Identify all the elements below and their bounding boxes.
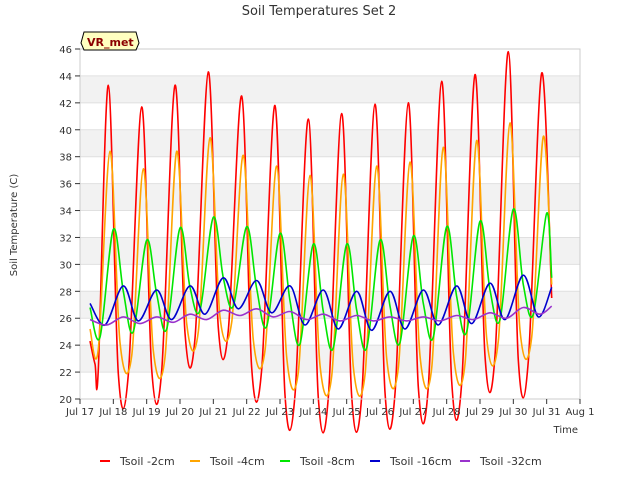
- y-tick-label: 46: [59, 45, 72, 56]
- y-tick-label: 34: [59, 207, 72, 218]
- y-tick-label: 24: [59, 341, 72, 352]
- plot-band: [80, 75, 580, 103]
- x-tick-label: Jul 27: [398, 407, 427, 418]
- y-tick-label: 30: [59, 260, 72, 271]
- x-tick-label: Jul 17: [65, 407, 94, 418]
- series-line-3: [89, 274, 553, 332]
- x-tick-label: Jul 23: [265, 407, 294, 418]
- legend-label-1: Tsoil -4cm: [209, 455, 265, 468]
- y-tick-label: 40: [59, 126, 72, 137]
- y-tick-label: 26: [59, 314, 72, 325]
- x-axis-label: Time: [553, 425, 578, 436]
- y-tick-label: 36: [59, 180, 72, 191]
- x-tick-label: Jul 25: [332, 407, 361, 418]
- x-tick-label: Jul 24: [298, 407, 327, 418]
- x-tick-label: Jul 29: [465, 407, 494, 418]
- y-tick-label: 38: [59, 153, 72, 164]
- y-axis-label: Soil Temperature (C): [9, 174, 20, 277]
- site-badge: VR_met: [80, 31, 140, 51]
- y-tick-label: 44: [59, 72, 72, 83]
- x-tick-label: Jul 31: [532, 407, 561, 418]
- y-ticks: 20 22 24 26 28 30 32 34 36 38 40 42 44 46: [59, 45, 80, 406]
- series-line-4: [89, 305, 553, 326]
- y-tick-label: 20: [59, 395, 72, 406]
- y-tick-label: 22: [59, 368, 72, 379]
- x-tick-label: Jul 21: [198, 407, 227, 418]
- legend-label-3: Tsoil -16cm: [389, 455, 452, 468]
- x-tick-label: Jul 20: [165, 407, 194, 418]
- plot-band: [80, 183, 580, 211]
- site-badge-label: VR_met: [87, 36, 134, 49]
- y-tick-label: 42: [59, 99, 72, 110]
- plot-bands: [80, 75, 580, 373]
- series-line-0: [89, 50, 553, 434]
- legend-label-4: Tsoil -32cm: [479, 455, 542, 468]
- x-tick-label: Aug 1: [565, 407, 594, 418]
- y-tick-label: 32: [59, 233, 72, 244]
- plot-frame: [79, 48, 581, 400]
- x-tick-label: Jul 30: [498, 407, 527, 418]
- x-ticks: Jul 17 Jul 18 Jul 19 Jul 20 Jul 21 Jul 22 Jul …: [65, 399, 595, 418]
- plot-band: [80, 129, 580, 157]
- plot-band: [80, 237, 580, 265]
- x-tick-label: Jul 22: [232, 407, 261, 418]
- site-badge-box: [80, 31, 140, 51]
- x-tick-label: Jul 26: [365, 407, 394, 418]
- legend: Tsoil -2cm Tsoil -4cm Tsoil -8cm Tsoil -16c…: [100, 455, 542, 468]
- series-lines: [89, 50, 553, 434]
- x-tick-label: Jul 19: [132, 407, 161, 418]
- x-tick-label: Jul 18: [98, 407, 127, 418]
- legend-label-0: Tsoil -2cm: [119, 455, 175, 468]
- chart-title: Soil Temperatures Set 2: [242, 4, 397, 19]
- x-tick-label: Jul 28: [432, 407, 461, 418]
- legend-label-2: Tsoil -8cm: [299, 455, 355, 468]
- y-tick-label: 28: [59, 287, 72, 298]
